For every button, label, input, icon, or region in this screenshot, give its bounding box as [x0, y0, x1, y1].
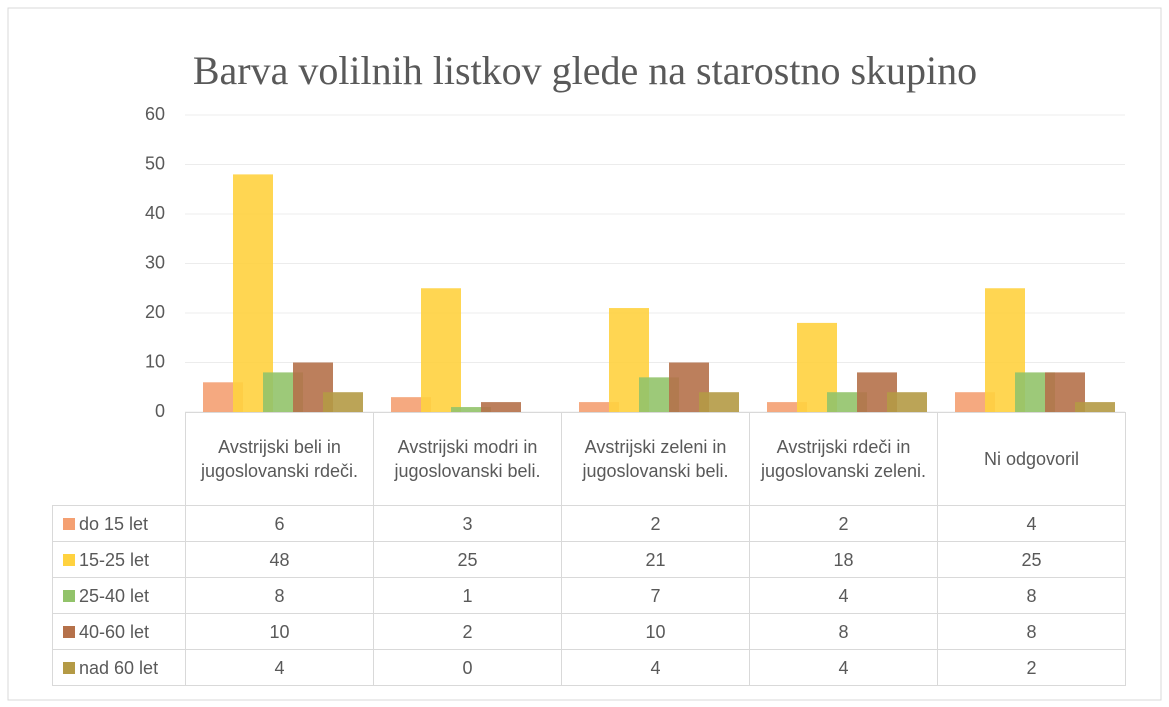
category-label: Ni odgovoril [937, 412, 1126, 506]
bar [579, 402, 619, 412]
chart-border [7, 7, 1162, 701]
y-tick-label: 40 [145, 203, 165, 223]
table-value: 8 [937, 577, 1126, 614]
table-value: 10 [561, 613, 750, 650]
legend-entry: do 15 let [52, 505, 186, 542]
legend-swatch [63, 517, 75, 530]
category-label: Avstrijski rdeči in jugoslovanski zeleni… [749, 412, 938, 506]
y-tick-label: 10 [145, 351, 165, 371]
table-value: 0 [373, 649, 562, 686]
table-value: 4 [749, 577, 938, 614]
legend-entry: 15-25 let [52, 541, 186, 578]
legend-label: 15-25 let [79, 549, 150, 570]
y-tick-label: 60 [145, 104, 165, 124]
table-value: 7 [561, 577, 750, 614]
bar [421, 288, 461, 412]
table-value: 25 [937, 541, 1126, 578]
legend-label: nad 60 let [79, 657, 159, 678]
y-tick-label: 20 [145, 302, 165, 322]
bar [699, 392, 739, 412]
category-label: Avstrijski beli in jugoslovanski rdeči. [185, 412, 374, 506]
legend-swatch [63, 661, 75, 674]
table-value: 8 [185, 577, 374, 614]
y-tick-label: 50 [145, 153, 165, 173]
legend-swatch [63, 625, 75, 638]
table-value: 4 [561, 649, 750, 686]
legend-label: do 15 let [79, 513, 149, 534]
table-value: 21 [561, 541, 750, 578]
chart-title: Barva volilnih listkov glede na starostn… [193, 48, 977, 93]
table-value: 4 [749, 649, 938, 686]
table-value: 3 [373, 505, 562, 542]
table-value: 8 [749, 613, 938, 650]
table-value: 1 [373, 577, 562, 614]
y-tick-label: 0 [155, 401, 165, 421]
table-value: 48 [185, 541, 374, 578]
table-value: 2 [373, 613, 562, 650]
table-value: 4 [185, 649, 374, 686]
bar [1075, 402, 1115, 412]
bar [481, 402, 521, 412]
bar [323, 392, 363, 412]
table-value: 10 [185, 613, 374, 650]
bar [887, 392, 927, 412]
table-value: 2 [937, 649, 1126, 686]
bar [767, 402, 807, 412]
table-value: 8 [937, 613, 1126, 650]
category-label: Avstrijski modri in jugoslovanski beli. [373, 412, 562, 506]
legend-entry: 40-60 let [52, 613, 186, 650]
legend-swatch [63, 589, 75, 602]
table-value: 18 [749, 541, 938, 578]
legend-label: 40-60 let [79, 621, 150, 642]
legend-swatch [63, 553, 75, 566]
legend-label: 25-40 let [79, 585, 150, 606]
bar [451, 407, 491, 412]
table-value: 6 [185, 505, 374, 542]
category-label: Avstrijski zeleni in jugoslovanski beli. [561, 412, 750, 506]
y-tick-label: 30 [145, 252, 165, 272]
table-value: 2 [749, 505, 938, 542]
legend-entry: nad 60 let [52, 649, 186, 686]
legend-entry: 25-40 let [52, 577, 186, 614]
table-value: 2 [561, 505, 750, 542]
table-value: 25 [373, 541, 562, 578]
table-value: 4 [937, 505, 1126, 542]
